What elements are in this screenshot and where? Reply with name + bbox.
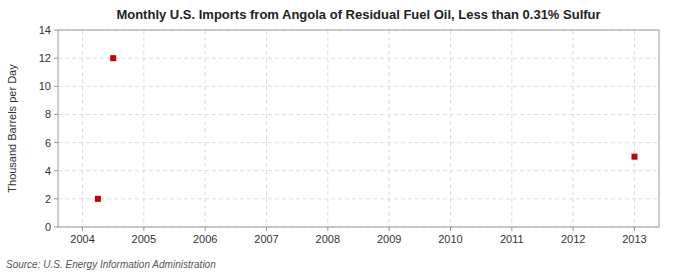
x-tick-label: 2008 bbox=[316, 233, 340, 245]
y-grid-line bbox=[58, 86, 659, 87]
x-grid-line bbox=[450, 30, 451, 227]
y-tick bbox=[54, 114, 58, 115]
chart-svg: 2004200520062007200820092010201120122013… bbox=[0, 0, 675, 275]
y-tick-label: 6 bbox=[45, 137, 51, 149]
y-tick bbox=[54, 30, 58, 31]
grid bbox=[58, 30, 659, 227]
y-tick-label: 12 bbox=[39, 52, 51, 64]
axes: 2004200520062007200820092010201120122013… bbox=[39, 24, 647, 245]
source-text: Source: U.S. Energy Information Administ… bbox=[6, 259, 216, 270]
plot-background bbox=[58, 30, 659, 227]
x-grid-line bbox=[327, 30, 328, 227]
x-tick bbox=[266, 227, 267, 231]
y-tick-label: 8 bbox=[45, 108, 51, 120]
x-grid-line bbox=[82, 30, 83, 227]
x-tick-label: 2005 bbox=[132, 233, 156, 245]
y-grid-line bbox=[58, 170, 659, 171]
y-tick-label: 14 bbox=[39, 24, 51, 36]
x-tick bbox=[511, 227, 512, 231]
x-tick bbox=[82, 227, 83, 231]
data-point bbox=[631, 154, 637, 160]
x-grid-line bbox=[634, 30, 635, 227]
y-grid-line bbox=[58, 114, 659, 115]
x-tick-label: 2004 bbox=[70, 233, 94, 245]
chart-container: 2004200520062007200820092010201120122013… bbox=[0, 0, 675, 275]
y-tick bbox=[54, 170, 58, 171]
y-tick-label: 0 bbox=[45, 221, 51, 233]
y-axis-label: Thousand Barrels per Day bbox=[6, 64, 18, 193]
plot-frame bbox=[58, 30, 659, 227]
x-tick bbox=[634, 227, 635, 231]
y-tick-label: 10 bbox=[39, 80, 51, 92]
y-tick bbox=[54, 142, 58, 143]
x-tick bbox=[327, 227, 328, 231]
chart-title: Monthly U.S. Imports from Angola of Resi… bbox=[116, 7, 600, 22]
x-grid-line bbox=[266, 30, 267, 227]
x-tick-label: 2011 bbox=[500, 233, 524, 245]
y-tick bbox=[54, 198, 58, 199]
y-grid-line bbox=[58, 198, 659, 199]
y-grid-line bbox=[58, 142, 659, 143]
x-tick bbox=[573, 227, 574, 231]
x-tick-label: 2007 bbox=[254, 233, 278, 245]
x-grid-line bbox=[511, 30, 512, 227]
y-tick bbox=[54, 227, 58, 228]
x-tick bbox=[143, 227, 144, 231]
x-tick-label: 2010 bbox=[438, 233, 462, 245]
y-tick-label: 4 bbox=[45, 165, 51, 177]
x-grid-line bbox=[573, 30, 574, 227]
x-tick-label: 2009 bbox=[377, 233, 401, 245]
y-grid-line bbox=[58, 58, 659, 59]
y-tick bbox=[54, 86, 58, 87]
x-tick-label: 2012 bbox=[561, 233, 585, 245]
x-grid-line bbox=[389, 30, 390, 227]
x-grid-line bbox=[143, 30, 144, 227]
data-point bbox=[110, 55, 116, 61]
x-tick bbox=[389, 227, 390, 231]
x-tick-label: 2006 bbox=[193, 233, 217, 245]
y-tick bbox=[54, 58, 58, 59]
x-tick-label: 2013 bbox=[622, 233, 646, 245]
data-points bbox=[95, 55, 638, 202]
data-point bbox=[95, 196, 101, 202]
x-tick bbox=[205, 227, 206, 231]
x-tick bbox=[450, 227, 451, 231]
x-grid-line bbox=[205, 30, 206, 227]
y-tick-label: 2 bbox=[45, 193, 51, 205]
